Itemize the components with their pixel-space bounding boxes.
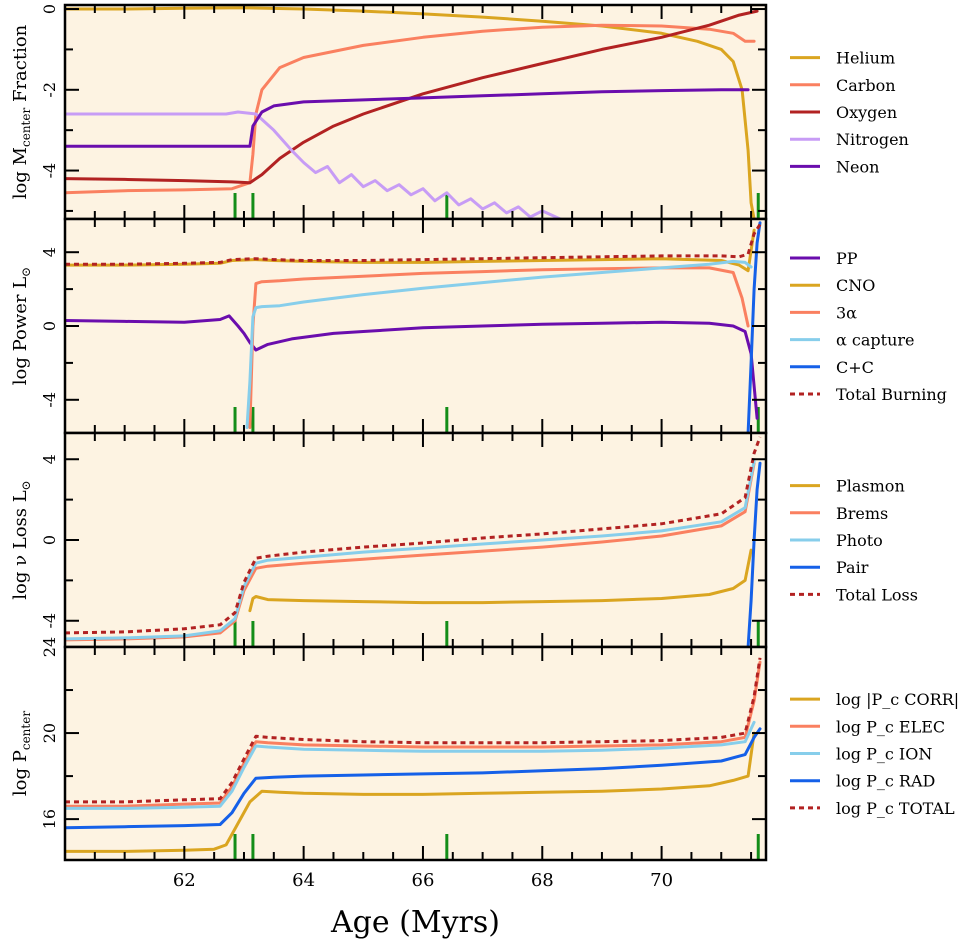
series-line (65, 88, 750, 148)
event-markers (233, 834, 760, 860)
x-tick-labels: 62 64 66 68 70 (173, 870, 673, 891)
y-ticks: 16 20 24 (40, 637, 766, 829)
y-ticks: -4 0 4 (40, 247, 766, 408)
series-group (65, 221, 762, 433)
event-markers (233, 407, 760, 433)
panel-frame (63, 645, 768, 862)
legend-label: Plasmon (836, 477, 905, 496)
y-tick-label: -4 (40, 392, 59, 408)
legend-label: Brems (836, 504, 888, 523)
y-tick-label: 4 (40, 247, 59, 257)
x-tick-label: 66 (412, 870, 435, 891)
y-axis-label: log Mcenter Fraction (10, 24, 33, 199)
y-tick-label: 20 (40, 723, 59, 743)
series-line (245, 259, 753, 429)
legend-label: 3α (836, 303, 857, 322)
panel-1: 0 -2 -4 log Mcenter Fraction Helium Carbon Oxy… (10, 3, 909, 221)
y-tick-label: 0 (40, 321, 59, 331)
y-ticks: 0 -2 -4 (40, 4, 766, 212)
x-ticks (93, 219, 753, 433)
legend-label: Carbon (836, 76, 896, 95)
legend-label: Oxygen (836, 103, 897, 122)
series-line (248, 266, 750, 429)
legend-label: log P_c TOTAL (836, 799, 955, 818)
legend-label: Total Burning (836, 385, 947, 404)
x-tick-label: 70 (650, 870, 673, 891)
legend-label: CNO (836, 276, 875, 295)
series-line (65, 223, 762, 266)
y-axis-label: log Power L⊙ (10, 267, 33, 385)
series-line (65, 660, 762, 808)
y-tick-label: 16 (40, 809, 59, 829)
legend: log |P_c CORR| log P_c ELEC log P_c ION log… (790, 690, 959, 818)
y-ticks: -4 0 4 (40, 454, 766, 629)
legend-label: log |P_c CORR| (836, 690, 959, 709)
panel-background (65, 433, 766, 647)
x-ticks (93, 647, 753, 860)
y-tick-label: 0 (40, 4, 59, 14)
event-markers (233, 193, 760, 219)
legend: Helium Carbon Oxygen Nitrogen Neon (790, 49, 909, 176)
x-ticks (93, 433, 753, 647)
legend-label: C+C (836, 358, 874, 377)
legend-label: Helium (836, 49, 895, 68)
y-tick-label: -4 (40, 613, 59, 629)
legend-label: log P_c ION (836, 745, 932, 764)
y-axis-label: log ν Loss L⊙ (10, 480, 33, 600)
series-group (65, 6, 759, 219)
series-line (65, 727, 762, 830)
series-line (65, 110, 565, 219)
y-tick-label: 4 (40, 454, 59, 464)
event-markers (233, 621, 760, 647)
series-line (65, 459, 756, 641)
panel-background (65, 219, 766, 433)
series-line (248, 548, 753, 613)
legend-label: Nitrogen (836, 130, 909, 149)
series-line (746, 221, 762, 433)
y-tick-label: -4 (40, 163, 59, 179)
legend-label: α capture (836, 331, 914, 350)
legend-label: log P_c RAD (836, 772, 935, 791)
legend-label: Neon (836, 157, 879, 176)
series-line (65, 657, 762, 804)
series-line (65, 436, 762, 635)
y-tick-label: 0 (40, 535, 59, 545)
x-tick-label: 64 (292, 870, 315, 891)
x-ticks (93, 5, 753, 219)
legend-label: Total Loss (836, 585, 918, 604)
x-axis-label: Age (Myrs) (330, 905, 500, 940)
legend-label: Pair (836, 558, 869, 577)
series-line (65, 6, 756, 219)
legend-label: log P_c ELEC (836, 717, 945, 736)
panel-background (65, 647, 766, 860)
y-tick-label: -2 (40, 82, 59, 98)
series-line (65, 461, 756, 642)
legend-label: Photo (836, 531, 883, 550)
x-tick-label: 68 (531, 870, 554, 891)
y-tick-label: 24 (40, 637, 59, 657)
series-group (65, 657, 762, 853)
panel-2: -4 0 4 log Power L⊙ PP CNO 3α α capture C+C Total… (10, 217, 947, 435)
legend-label: PP (836, 249, 858, 268)
series-line (65, 731, 756, 853)
panel-4: 16 20 24 log Pcenter log |P_c CORR| log P_c E… (10, 637, 959, 862)
y-axis-label: log Pcenter (10, 711, 33, 796)
x-tick-label: 62 (173, 870, 196, 891)
legend: Plasmon Brems Photo Pair Total Loss (790, 477, 918, 604)
series-line (65, 9, 759, 185)
series-line (65, 314, 759, 420)
series-line (65, 720, 756, 810)
legend: PP CNO 3α α capture C+C Total Burning (790, 249, 947, 404)
panel-3: -4 0 4 log ν Loss L⊙ Plasmon Brems Photo Pair To… (10, 431, 918, 649)
series-group (65, 436, 762, 647)
